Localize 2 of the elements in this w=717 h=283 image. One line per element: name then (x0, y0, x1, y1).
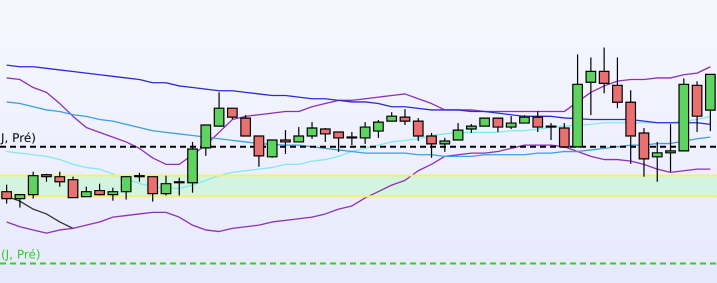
ref-line-label: J, Pré) (0, 130, 36, 145)
ref-line-label: (J, Pré) (1, 248, 41, 262)
